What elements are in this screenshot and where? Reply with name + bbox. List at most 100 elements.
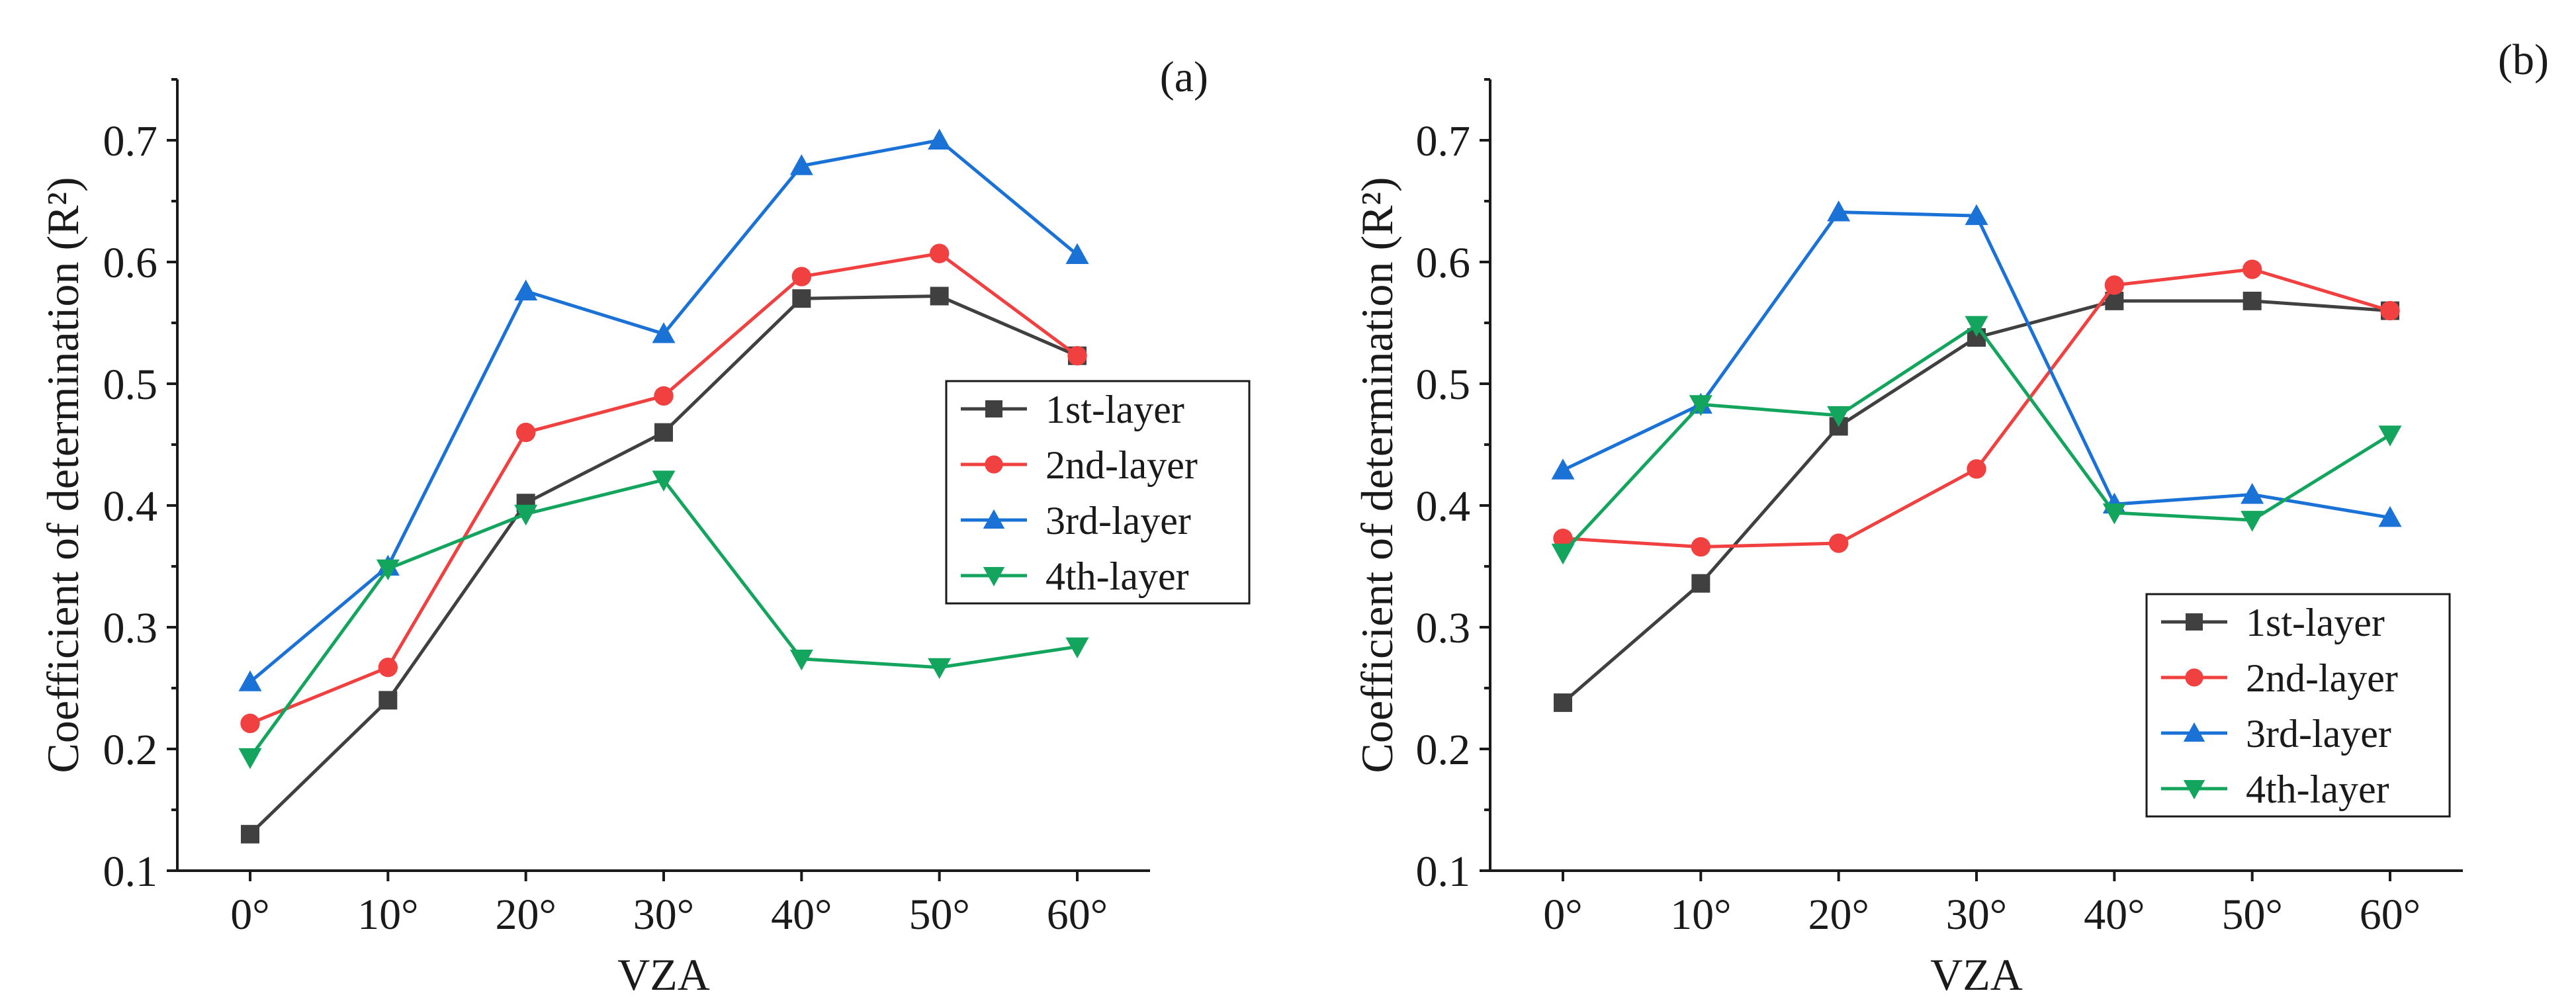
legend-marker [985, 455, 1003, 474]
data-point [1828, 533, 1849, 553]
data-point [378, 658, 398, 677]
x-tick-label: 10° [357, 891, 418, 939]
data-point [929, 243, 950, 263]
data-point [238, 748, 262, 769]
data-point [2378, 505, 2402, 527]
series-4th-layer [1551, 316, 2402, 565]
x-tick-label: 60° [2360, 891, 2421, 939]
data-point [928, 658, 952, 679]
data-point [2241, 482, 2264, 504]
data-point [2104, 275, 2125, 295]
data-point [2242, 259, 2262, 279]
data-point [791, 267, 812, 286]
data-point [1553, 528, 1573, 548]
x-tick-label: 10° [1670, 891, 1731, 939]
legend-item: 2nd-layer [961, 443, 1198, 487]
series-2nd-layer [240, 243, 1087, 734]
series-line [1562, 267, 2391, 549]
x-tick-label: 40° [2084, 891, 2145, 939]
y-tick-label: 0.2 [103, 726, 158, 774]
x-tick-label: 30° [1946, 891, 2007, 939]
y-tick-label: 0.6 [1416, 239, 1471, 287]
data-point [654, 423, 673, 442]
data-point [789, 649, 813, 671]
y-tick-label: 0.1 [1416, 848, 1471, 896]
series-line [1562, 324, 2391, 554]
data-point [1554, 693, 1572, 713]
legend-label: 1st-layer [1045, 388, 1184, 431]
legend-item: 1st-layer [2161, 601, 2385, 644]
panel-label: (b) [2498, 36, 2549, 84]
y-tick-label: 0.4 [103, 482, 158, 531]
legend-item: 4th-layer [961, 554, 1189, 598]
legend-label: 1st-layer [2246, 601, 2385, 644]
x-tick-label: 60° [1047, 891, 1108, 939]
x-axis-title: VZA [617, 949, 710, 1000]
legend: 1st-layer 2nd-layer 3rd-layer 4th-layer [945, 380, 1251, 605]
data-point [240, 713, 260, 734]
legend-label: 3rd-layer [2246, 712, 2391, 756]
legend-label: 2nd-layer [1045, 443, 1198, 487]
legend-marker [983, 509, 1005, 529]
data-point [241, 824, 259, 844]
legend-label: 4th-layer [1045, 554, 1189, 598]
series-2nd-layer [1553, 259, 2400, 557]
y-tick-label: 0.2 [1416, 726, 1471, 774]
legend-item: 1st-layer [961, 388, 1184, 431]
x-axis-title: VZA [1930, 949, 2023, 1000]
data-point [515, 422, 536, 443]
data-point [1967, 459, 1986, 479]
y-tick-label: 0.6 [103, 239, 158, 287]
data-point [2378, 425, 2402, 447]
x-tick-label: 20° [495, 891, 556, 939]
data-point [376, 559, 400, 581]
legend-marker [2185, 668, 2203, 687]
data-point [2102, 503, 2126, 525]
data-point [1965, 204, 1988, 226]
legend-label: 4th-layer [2246, 767, 2389, 811]
data-point [1827, 200, 1851, 222]
y-tick-label: 0.7 [1416, 117, 1471, 165]
legend-frame [2145, 593, 2451, 818]
x-tick-label: 20° [1808, 891, 1869, 939]
data-point [1551, 543, 1575, 565]
y-tick-label: 0.7 [103, 117, 158, 165]
data-point [652, 322, 676, 343]
chart-a: 0.1 0.2 0.3 0.4 0.5 0.6 0.7 0° 10° 20° 30° 40° 50° 60… [38, 53, 1251, 1000]
data-point [2241, 511, 2264, 532]
data-point [1691, 537, 1711, 557]
legend-item: 4th-layer [2161, 767, 2389, 811]
chart-b: 0.1 0.2 0.3 0.4 0.5 0.6 0.7 0° 10° 20° 30° 40° 50° 60… [1352, 36, 2549, 1000]
legend-item: 2nd-layer [2161, 656, 2398, 700]
data-point [1827, 406, 1851, 427]
x-tick-label: 50° [909, 891, 969, 939]
y-tick-label: 0.3 [103, 604, 158, 652]
legend-marker [2183, 780, 2205, 800]
legend-item: 3rd-layer [2161, 712, 2391, 756]
data-point [652, 470, 676, 492]
x-tick-label: 40° [771, 891, 832, 939]
legend-label: 3rd-layer [1045, 499, 1191, 543]
y-axis-title: Coefficient of determination (R²) [38, 177, 88, 773]
legend-marker [985, 400, 1002, 417]
legend-marker [2183, 722, 2205, 742]
data-point [2380, 300, 2400, 321]
data-point [1691, 574, 1710, 593]
y-axis-title: Coefficient of determination (R²) [1352, 177, 1402, 773]
data-point [654, 386, 674, 406]
panel-label: (a) [1160, 53, 1208, 101]
data-point [1067, 345, 1087, 366]
y-tick-label: 0.5 [1416, 361, 1471, 409]
data-point [789, 154, 813, 175]
legend: 1st-layer 2nd-layer 3rd-layer 4th-layer [2145, 593, 2451, 818]
x-tick-label: 30° [633, 891, 694, 939]
data-point [2243, 291, 2262, 310]
y-tick-label: 0.5 [103, 361, 158, 409]
legend-marker [2186, 613, 2203, 631]
legend-label: 2nd-layer [2246, 656, 2398, 700]
series-4th-layer [238, 470, 1089, 769]
y-tick-label: 0.1 [103, 848, 158, 896]
data-point [1551, 459, 1575, 480]
data-point [238, 670, 262, 691]
